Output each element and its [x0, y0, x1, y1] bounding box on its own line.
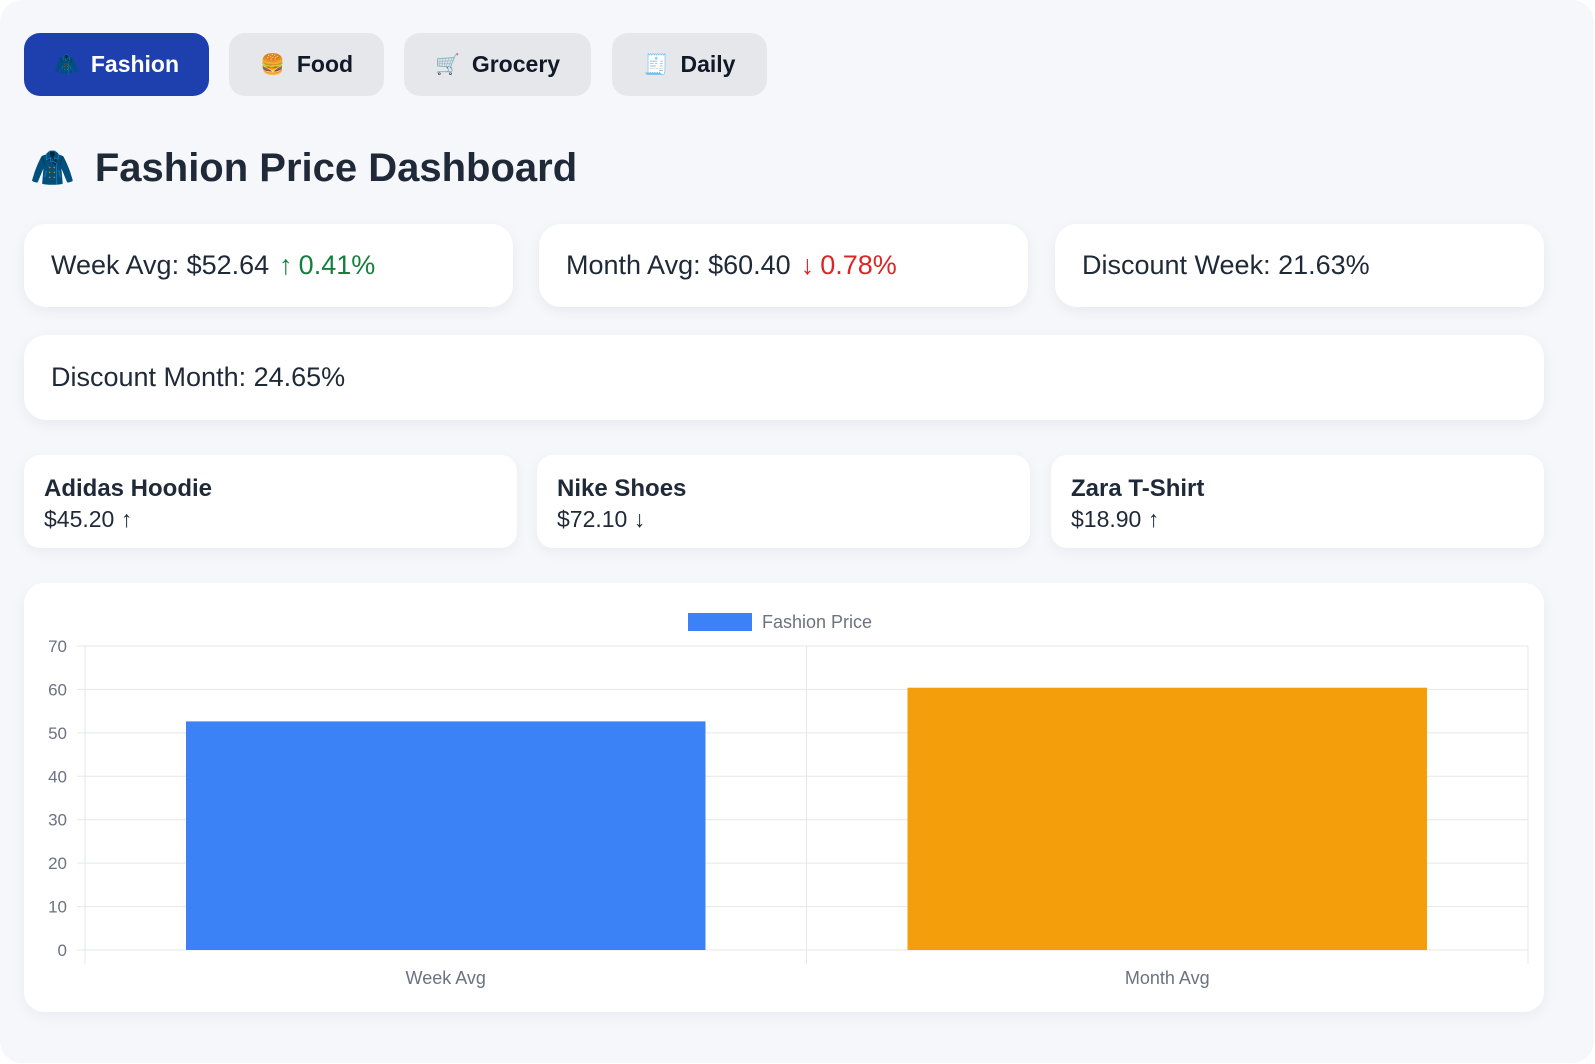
- tab-label: Fashion: [90, 51, 180, 77]
- stat-label: Discount Week: 21.63%: [1082, 250, 1370, 280]
- y-tick-label: 10: [48, 898, 67, 917]
- product-price: $18.90 ↑: [1071, 506, 1160, 532]
- product-name: Zara T-Shirt: [1071, 475, 1205, 502]
- product-price: $45.20 ↑: [44, 506, 133, 532]
- burger-icon: 🍔: [259, 54, 285, 76]
- page-title-text: Fashion Price Dashboard: [94, 145, 578, 190]
- stat-label: Week Avg: $52.64: [51, 250, 270, 280]
- stat-label: Month Avg: $60.40: [566, 250, 791, 280]
- tab-daily[interactable]: 🧾 Daily: [612, 33, 767, 96]
- stat-card-month-avg: Month Avg: $60.40 ↓ 0.78%: [539, 224, 1028, 307]
- tab-grocery[interactable]: 🛒 Grocery: [404, 33, 591, 96]
- y-tick-label: 0: [58, 941, 67, 960]
- stat-card-discount-week: Discount Week: 21.63%: [1055, 224, 1544, 307]
- arrow-up-icon: ↑: [279, 250, 293, 280]
- product-price: $72.10 ↓: [557, 506, 646, 532]
- tab-label: Food: [296, 51, 354, 77]
- product-card-adidas-hoodie: Adidas Hoodie $45.20 ↑: [24, 455, 517, 548]
- y-tick-label: 50: [48, 724, 67, 743]
- y-tick-label: 30: [48, 811, 67, 830]
- tab-fashion[interactable]: 🧥 Fashion: [24, 33, 209, 96]
- page-title: 🧥 Fashion Price Dashboard: [30, 140, 577, 196]
- coat-icon: 🧥: [53, 54, 79, 76]
- cart-icon: 🛒: [434, 54, 460, 76]
- y-tick-label: 40: [48, 767, 67, 786]
- tab-label: Daily: [680, 51, 736, 77]
- product-card-zara-tshirt: Zara T-Shirt $18.90 ↑: [1051, 455, 1544, 548]
- tab-label: Grocery: [471, 51, 561, 77]
- legend-label: Fashion Price: [762, 612, 872, 632]
- coat-icon: 🧥: [30, 147, 75, 188]
- product-name: Nike Shoes: [557, 475, 687, 502]
- x-tick-label: Week Avg: [406, 968, 486, 988]
- arrow-down-icon: ↓: [800, 250, 815, 280]
- tab-food[interactable]: 🍔 Food: [229, 33, 384, 96]
- bar-month-avg: [907, 687, 1427, 950]
- stat-change: 0.78%: [820, 250, 897, 280]
- price-chart-card: 0 10 20 30 40 50 60 70 Week Avg Month Avg Fashion …: [24, 583, 1544, 1012]
- product-name: Adidas Hoodie: [44, 475, 213, 502]
- x-tick-label: Month Avg: [1125, 968, 1210, 988]
- product-card-nike-shoes: Nike Shoes $72.10 ↓: [537, 455, 1030, 548]
- stat-label: Discount Month: 24.65%: [51, 362, 346, 392]
- y-tick-label: 20: [48, 854, 67, 873]
- stat-change: 0.41%: [298, 250, 376, 280]
- y-tick-label: 70: [48, 637, 67, 656]
- bar-week-avg: [186, 721, 706, 950]
- y-tick-label: 60: [48, 680, 67, 699]
- price-bar-chart: 0 10 20 30 40 50 60 70 Week Avg Month Avg Fashion …: [48, 612, 1529, 988]
- stat-card-discount-month: Discount Month: 24.65%: [24, 335, 1544, 420]
- stat-card-week-avg: Week Avg: $52.64 ↑ 0.41%: [24, 224, 513, 307]
- receipt-icon: 🧾: [643, 54, 669, 76]
- legend-swatch: [688, 613, 752, 631]
